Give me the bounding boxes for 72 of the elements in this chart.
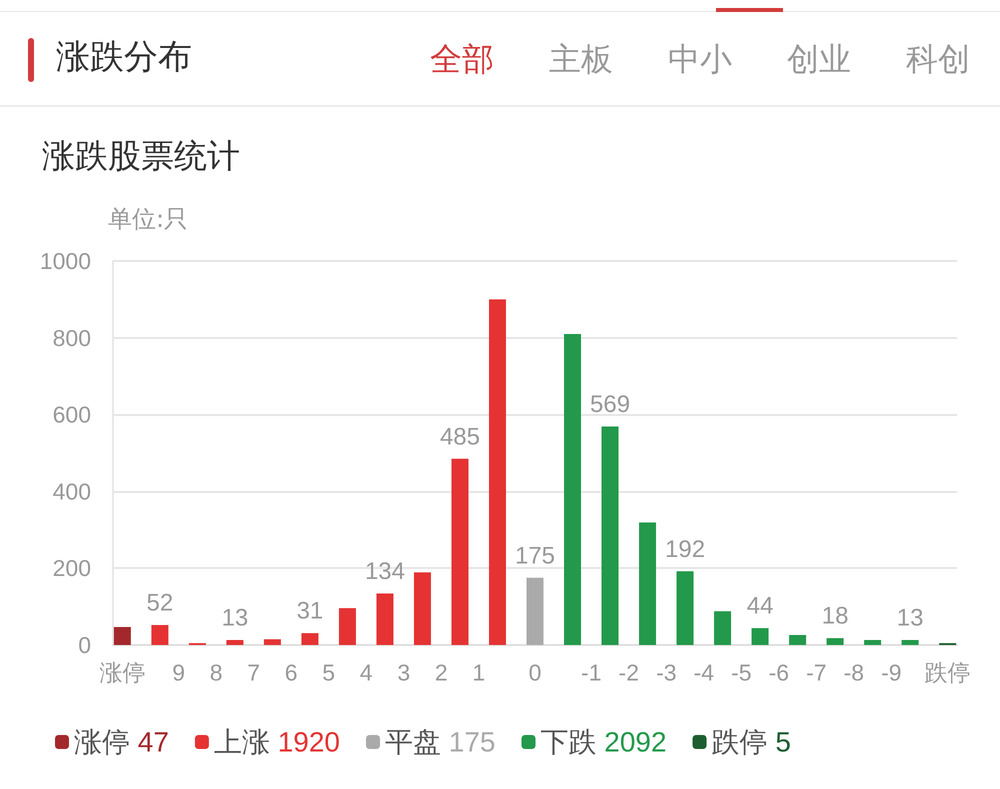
text: 创业 xyxy=(787,39,851,80)
y-tick-label: 1000 xyxy=(40,248,91,274)
bar xyxy=(564,334,582,645)
x-tick-label: -6 xyxy=(768,660,790,686)
data-label: 31 xyxy=(296,598,324,625)
data-label: 52 xyxy=(146,590,174,617)
data-label: 18 xyxy=(822,602,848,630)
legend-label: 涨停 47 xyxy=(74,726,169,758)
data-label: 134 xyxy=(364,558,405,586)
y-tick-label: 600 xyxy=(52,402,91,428)
bar xyxy=(338,608,356,645)
x-tick-label: 8 xyxy=(210,660,223,686)
chart-subtitle: 涨跌股票统计 xyxy=(42,135,240,177)
bar xyxy=(114,626,131,645)
bar xyxy=(902,640,919,645)
legend-label: 上涨 1920 xyxy=(214,726,340,758)
bar xyxy=(714,611,732,645)
data-label: 175 xyxy=(514,542,556,570)
data-label: 485 xyxy=(440,423,480,450)
legend-label: 下跌 2092 xyxy=(540,726,667,758)
y-tick-label: 200 xyxy=(52,555,91,582)
text: 中小 xyxy=(668,39,732,80)
x-tick-label: 2 xyxy=(434,660,448,686)
x-tick-label: 跌停 xyxy=(924,660,971,686)
y-axis-title: 单位:只 xyxy=(108,204,188,235)
bar xyxy=(488,299,506,645)
legend-label: 平盘 175 xyxy=(384,726,496,758)
legend-label: 跌停 5 xyxy=(712,726,791,758)
x-tick-label: -1 xyxy=(581,660,602,686)
y-tick-label: 800 xyxy=(52,324,91,351)
bar xyxy=(676,571,694,645)
bar xyxy=(602,426,619,645)
data-label: 192 xyxy=(665,536,706,563)
bar xyxy=(151,625,168,645)
text: 主板 xyxy=(549,39,613,80)
bar xyxy=(264,639,281,645)
data-label: 13 xyxy=(896,604,924,632)
x-tick-label: 9 xyxy=(172,660,186,686)
x-tick-label: 1 xyxy=(472,660,486,686)
x-tick-label: -2 xyxy=(618,660,640,686)
bar xyxy=(226,640,244,645)
bar xyxy=(789,635,806,645)
bar xyxy=(752,628,769,645)
bar xyxy=(451,458,468,645)
x-tick-label: 7 xyxy=(247,660,260,686)
chart-title: 涨跌分布 xyxy=(56,36,192,79)
y-tick-label: 400 xyxy=(52,478,91,504)
x-tick-label: 涨停 xyxy=(99,660,146,686)
x-tick-label: -9 xyxy=(881,660,902,686)
x-tick-label: 3 xyxy=(397,660,410,686)
bar xyxy=(301,633,318,645)
x-tick-label: 4 xyxy=(360,660,373,686)
bar xyxy=(864,640,882,645)
data-label: 13 xyxy=(222,604,248,632)
x-tick-label: -7 xyxy=(806,660,827,686)
text: 科创 xyxy=(906,39,970,80)
data-label: 569 xyxy=(590,391,630,418)
data-label: 44 xyxy=(746,592,774,620)
bar xyxy=(826,638,844,645)
bar xyxy=(639,522,656,645)
bar xyxy=(414,572,431,645)
x-tick-label: -8 xyxy=(844,660,864,686)
bar xyxy=(526,578,544,645)
x-tick-label: -3 xyxy=(656,660,677,686)
x-tick-label: -4 xyxy=(694,660,714,686)
x-tick-label: -5 xyxy=(731,660,752,686)
x-tick-label: 0 xyxy=(528,660,542,686)
x-tick-label: 5 xyxy=(322,660,336,686)
y-tick-label: 0 xyxy=(78,632,91,658)
text: 全部 xyxy=(430,39,494,80)
x-tick-label: 6 xyxy=(284,660,298,686)
bar xyxy=(376,594,394,645)
